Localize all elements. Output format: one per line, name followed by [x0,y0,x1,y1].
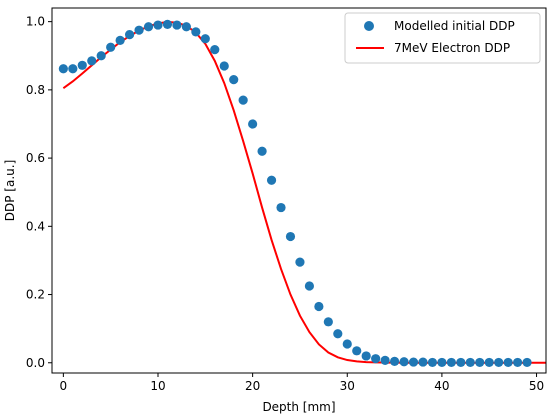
y-tick-label: 0.8 [26,83,45,97]
modelled-ddp-point [229,75,239,85]
modelled-ddp-point [456,357,466,368]
modelled-ddp-point [522,357,532,368]
modelled-ddp-point [172,20,182,30]
modelled-ddp-point [352,346,362,356]
modelled-ddp-point [219,61,229,71]
x-tick-label: 10 [150,379,165,393]
legend-box [344,12,541,64]
modelled-ddp-point [200,34,210,44]
modelled-ddp-point [380,355,390,365]
electron-ddp-line [62,20,546,364]
legend-marker-scatter [364,21,374,31]
modelled-ddp-point [125,30,135,40]
modelled-ddp-point [314,301,324,312]
modelled-ddp-point [143,22,154,32]
legend-label-electron: 7MeV Electron DDP [394,41,510,55]
points-layer [58,19,532,368]
modelled-ddp-point [333,329,343,339]
modelled-ddp-point [248,119,258,129]
ticks-layer: 0 10 20 30 40 50 0.0 0.2 0.4 0.6 0.8 1.0 [26,15,544,393]
modelled-ddp-point [465,357,475,368]
modelled-ddp-point [437,357,447,368]
modelled-ddp-point [58,64,68,74]
x-tick-label: 40 [434,379,449,393]
modelled-ddp-point [494,357,504,368]
legend-label-modelled: Modelled initial DDP [394,19,515,33]
y-axis-label: DDP [a.u.] [3,160,17,221]
modelled-ddp-point [323,317,333,327]
modelled-ddp-point [266,175,277,185]
y-tick-label: 0.0 [26,356,45,370]
modelled-ddp-point [162,19,173,29]
modelled-ddp-point [304,281,315,291]
x-tick-label: 0 [60,379,68,393]
modelled-ddp-point [427,357,438,368]
y-tick-label: 0.2 [26,288,45,302]
y-tick-label: 1.0 [26,15,45,29]
modelled-ddp-point [389,356,400,366]
modelled-ddp-point [87,56,97,66]
modelled-ddp-point [361,351,371,361]
modelled-ddp-point [418,357,428,367]
modelled-ddp-point [484,357,494,368]
modelled-ddp-point [181,22,191,32]
modelled-ddp-point [295,257,305,267]
modelled-ddp-point [96,51,106,61]
y-tick-label: 0.6 [26,151,45,165]
modelled-ddp-point [115,35,125,46]
modelled-ddp-point [285,231,296,242]
modelled-ddp-point [513,357,523,368]
modelled-ddp-point [77,60,87,70]
x-tick-label: 50 [529,379,544,393]
modelled-ddp-point [210,45,220,55]
legend: Modelled initial DDP 7MeV Electron DDP [344,12,541,64]
modelled-ddp-point [371,354,381,364]
x-tick-label: 20 [245,379,260,393]
y-tick-label: 0.4 [26,219,45,233]
modelled-ddp-point [153,20,163,30]
modelled-ddp-point [399,357,409,367]
modelled-ddp-point [446,357,456,368]
x-axis-label: Depth [mm] [262,400,335,414]
modelled-ddp-point [408,357,419,367]
modelled-ddp-point [257,146,267,156]
x-tick-label: 30 [340,379,355,393]
line-layer [62,20,546,364]
modelled-ddp-point [191,27,201,37]
modelled-ddp-point [475,357,485,368]
modelled-ddp-point [238,95,248,105]
modelled-ddp-point [503,357,513,368]
modelled-ddp-point [342,339,352,349]
modelled-ddp-point [276,202,286,213]
modelled-ddp-point [68,64,78,74]
modelled-ddp-point [134,25,144,35]
modelled-ddp-point [106,42,116,52]
plot-area-frame [51,7,547,374]
